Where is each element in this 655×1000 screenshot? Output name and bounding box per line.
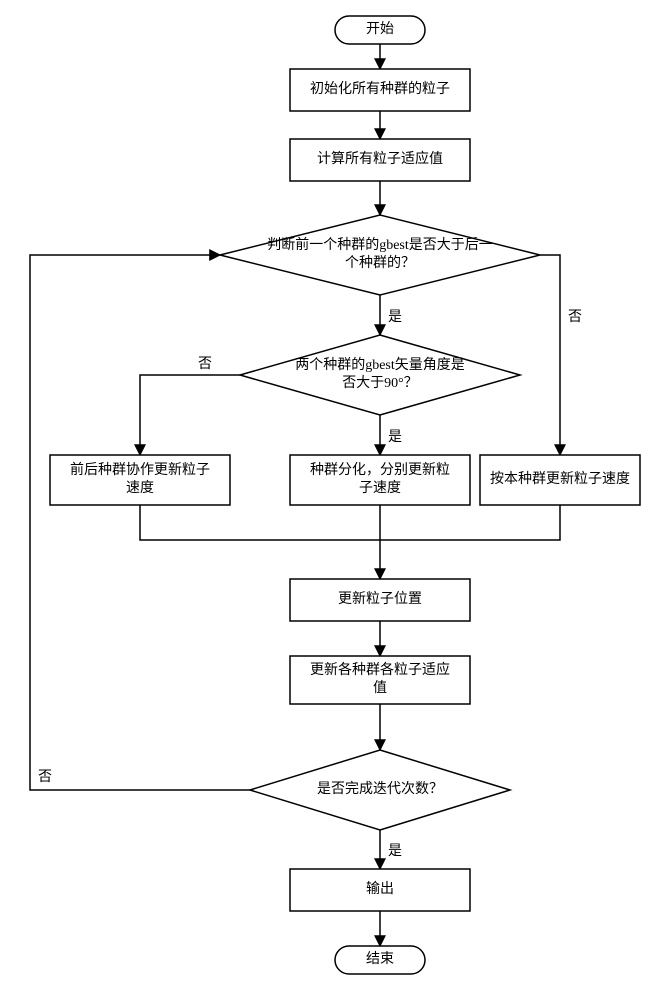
edge-label: 否 xyxy=(38,770,52,785)
node-d1: 判断前一个种群的gbest是否大于后一个种群的？ xyxy=(220,215,540,295)
node-start: 开始 xyxy=(335,16,425,44)
edge-label: 否 xyxy=(198,357,212,372)
node-label: 是否完成迭代次数？ xyxy=(317,781,443,797)
node-label: 计算所有粒子适应值 xyxy=(317,150,443,167)
node-label: 值 xyxy=(373,680,387,696)
node-label: 结束 xyxy=(366,951,394,967)
node-updfit: 更新各种群各粒子适应值 xyxy=(290,656,470,704)
edge-label: 是 xyxy=(388,430,402,445)
flowchart: 是否是否是否开始初始化所有种群的粒子计算所有粒子适应值判断前一个种群的gbest… xyxy=(0,0,655,1000)
node-label: 个种群的？ xyxy=(345,255,415,271)
node-label: 种群分化，分别更新粒 xyxy=(310,462,450,478)
node-label: 前后种群协作更新粒子 xyxy=(70,461,210,478)
edge-3: 是 xyxy=(380,295,402,335)
node-label: 更新各种群各粒子适应 xyxy=(310,661,450,678)
edge-6: 否 xyxy=(140,357,240,455)
node-split: 种群分化，分别更新粒子速度 xyxy=(290,455,470,505)
node-label: 初始化所有种群的粒子 xyxy=(310,80,450,97)
node-label: 判断前一个种群的gbest是否大于后一 xyxy=(267,236,493,253)
node-label: 输出 xyxy=(366,881,394,897)
edge-label: 否 xyxy=(568,310,582,325)
node-coop: 前后种群协作更新粒子速度 xyxy=(50,455,230,505)
edge-4: 否 xyxy=(540,255,582,455)
node-output: 输出 xyxy=(290,869,470,911)
node-own: 按本种群更新粒子速度 xyxy=(480,455,640,505)
node-updpos: 更新粒子位置 xyxy=(290,579,470,621)
node-label: 更新粒子位置 xyxy=(338,591,422,607)
edge-label: 是 xyxy=(388,844,402,859)
edge-8 xyxy=(380,505,560,540)
node-label: 按本种群更新粒子速度 xyxy=(490,471,630,487)
node-end: 结束 xyxy=(335,946,425,974)
node-fitness: 计算所有粒子适应值 xyxy=(290,139,470,181)
edge-5: 是 xyxy=(380,415,402,455)
edge-label: 是 xyxy=(388,310,402,325)
node-label: 开始 xyxy=(366,21,394,37)
node-label: 否大于90°？ xyxy=(342,375,418,391)
node-d2: 两个种群的gbest矢量角度是否大于90°？ xyxy=(240,335,520,415)
node-label: 速度 xyxy=(126,480,154,496)
edge-7 xyxy=(140,505,380,540)
node-label: 子速度 xyxy=(359,480,401,496)
node-init: 初始化所有种群的粒子 xyxy=(290,69,470,111)
node-d3: 是否完成迭代次数？ xyxy=(250,750,510,830)
node-label: 两个种群的gbest矢量角度是 xyxy=(295,357,465,373)
edge-12: 是 xyxy=(380,830,402,869)
